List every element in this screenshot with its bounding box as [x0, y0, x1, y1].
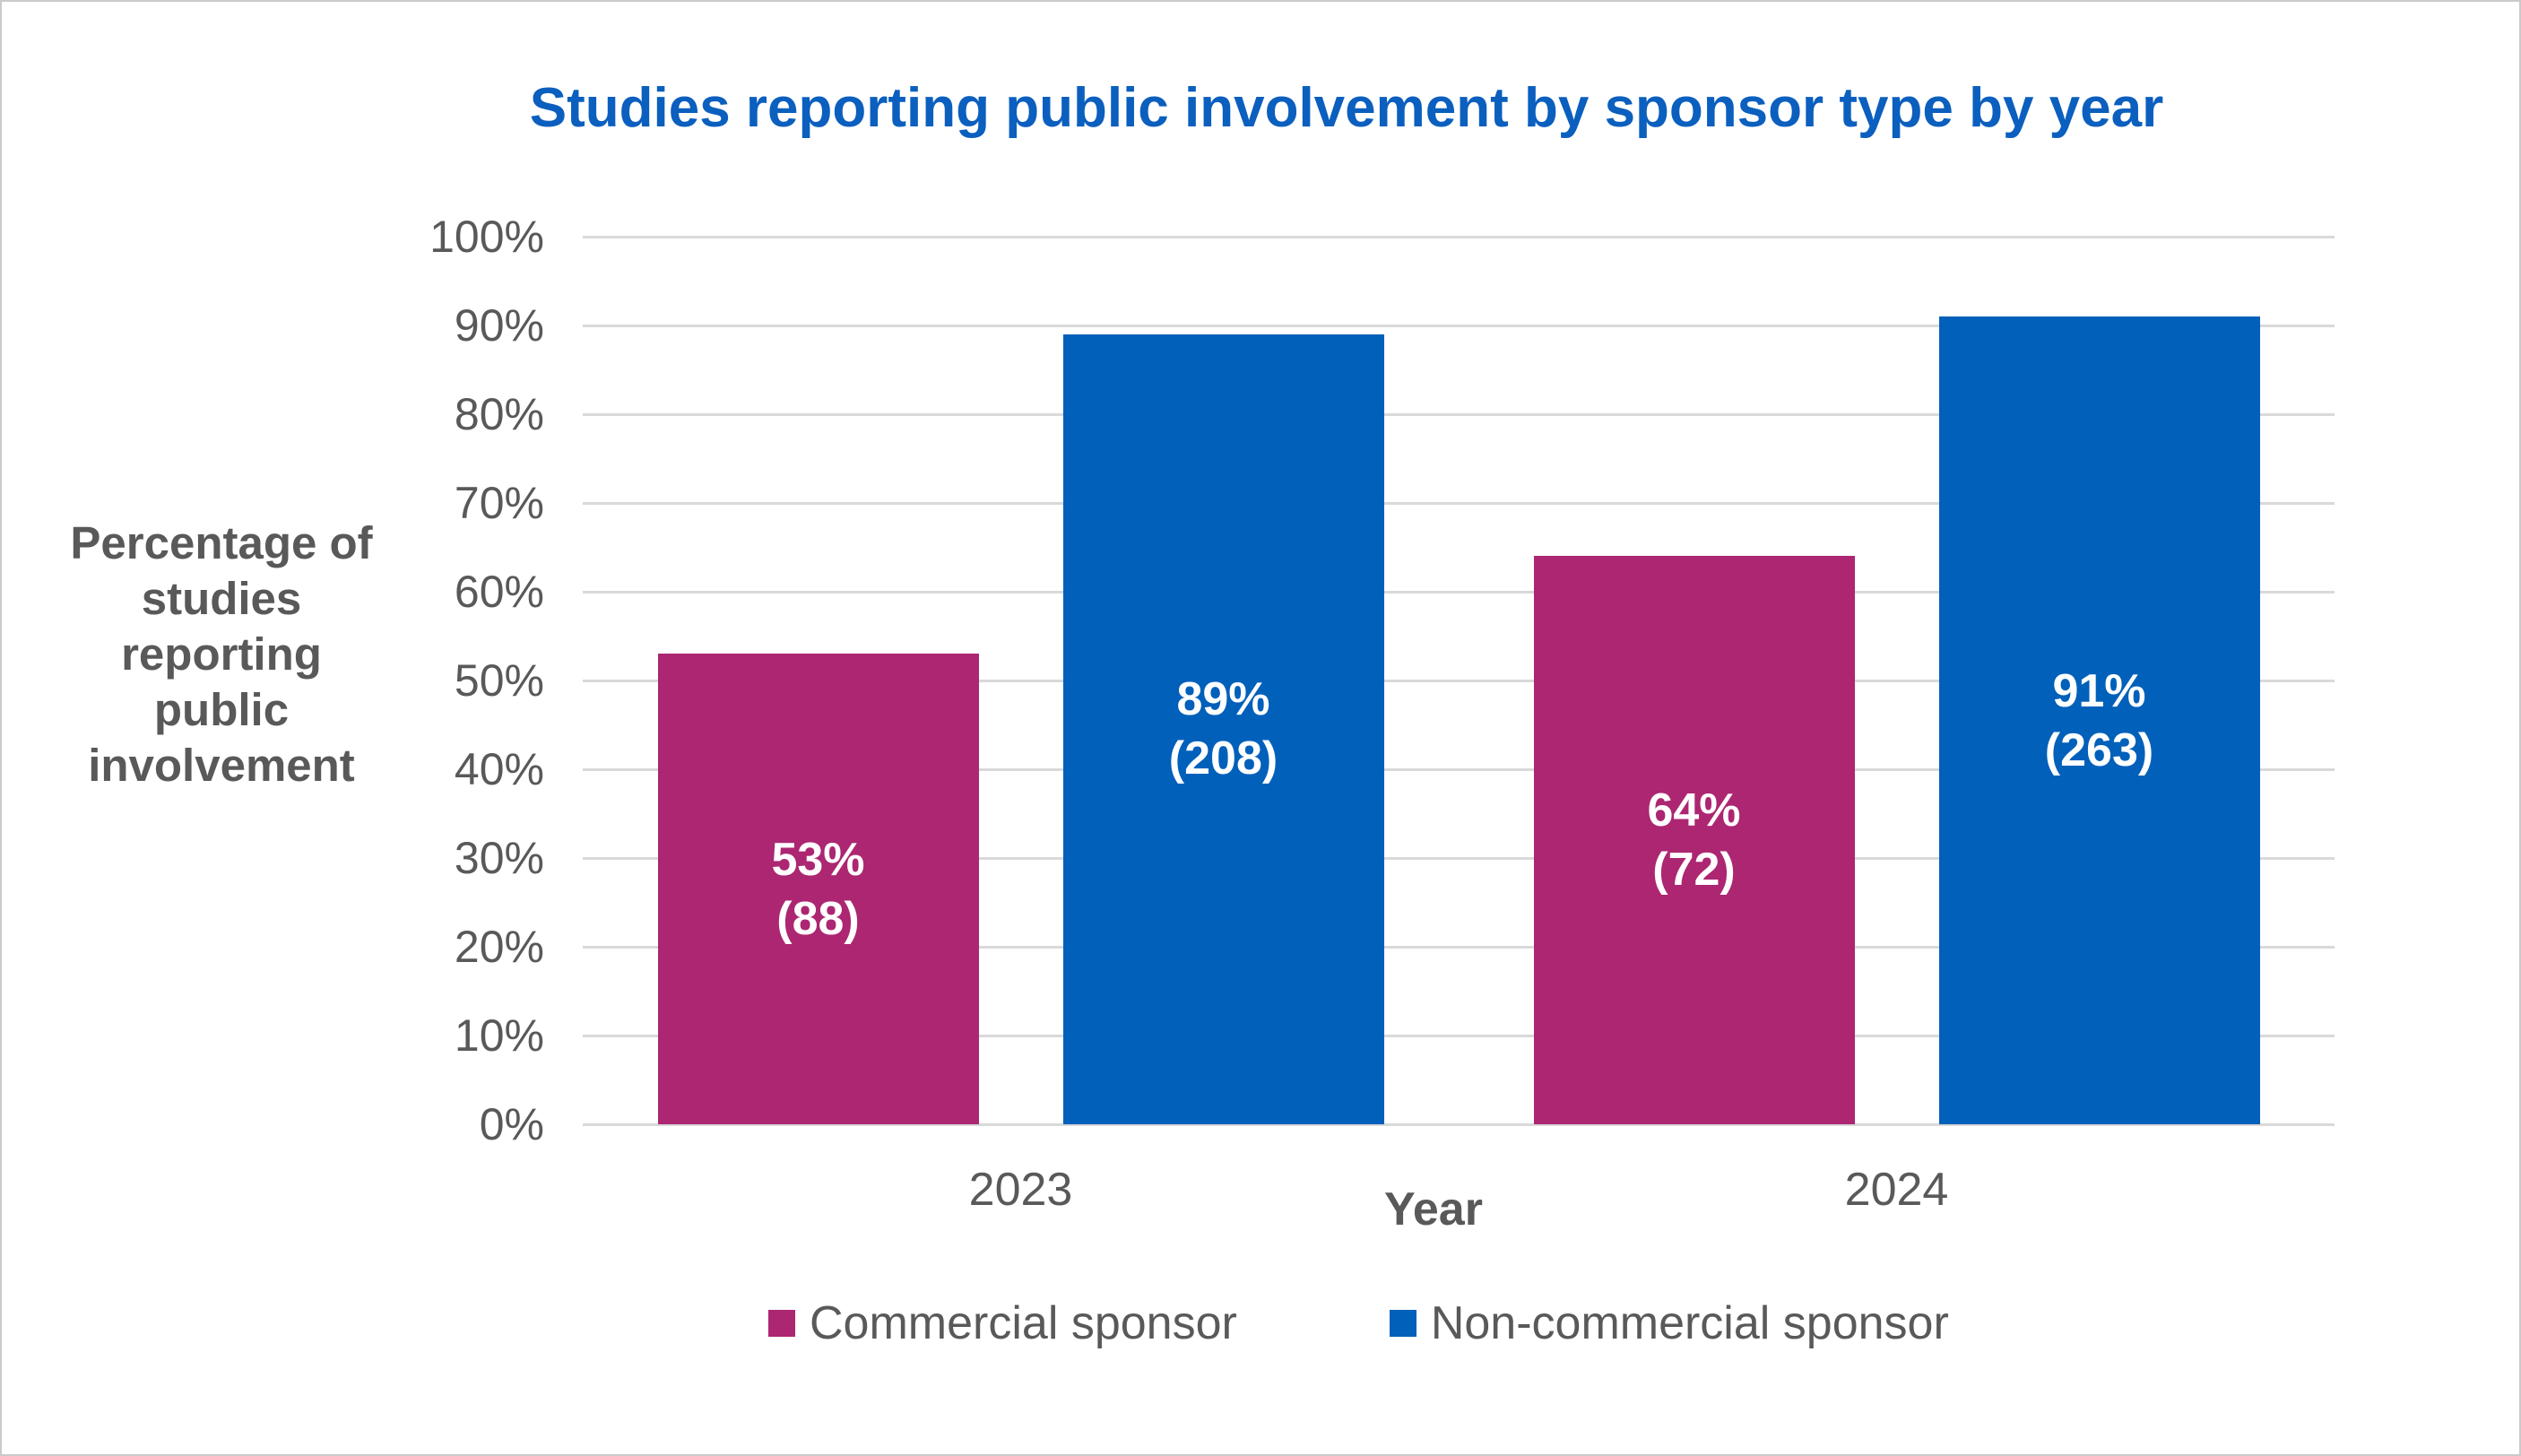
x-axis-title: Year: [1384, 1183, 1483, 1235]
y-tick-label-40%: 40%: [454, 744, 544, 794]
legend-marker-icon: [1389, 1310, 1416, 1337]
gridline-50%: [583, 680, 2335, 682]
y-axis-title: Percentage of studies reporting public i…: [70, 517, 373, 791]
y-tick-label-70%: 70%: [454, 478, 544, 528]
gridline-80%: [583, 413, 2335, 416]
y-tick-label-30%: 30%: [454, 833, 544, 883]
legend: Commercial sponsor Non-commercial sponsor: [768, 1296, 1949, 1350]
bar-data-label: 91% (263): [2044, 664, 2154, 776]
y-tick-label-60%: 60%: [454, 567, 544, 617]
legend-label: Non-commercial sponsor: [1430, 1297, 1949, 1349]
bar-data-label: 89% (208): [1168, 673, 1278, 785]
gridline-0%: [583, 1123, 2335, 1126]
gridline-10%: [583, 1035, 2335, 1037]
y-tick-label-80%: 80%: [454, 389, 544, 439]
bar-data-label: 64% (72): [1647, 784, 1741, 897]
bar-data-label: 53% (88): [771, 833, 865, 945]
gridline-40%: [583, 768, 2335, 771]
gridline-30%: [583, 857, 2335, 860]
bar-2024-non-commercial-sponsor: 91% (263): [1938, 316, 2260, 1124]
bar-2023-non-commercial-sponsor: 89% (208): [1062, 334, 1384, 1124]
y-tick-label-50%: 50%: [454, 655, 544, 706]
y-tick-label-100%: 100%: [429, 212, 544, 262]
bar-2023-commercial-sponsor: 53% (88): [657, 654, 979, 1124]
x-tick-label-2024: 2024: [1844, 1164, 1949, 1216]
gridline-60%: [583, 591, 2335, 594]
legend-marker-icon: [768, 1310, 795, 1337]
chart-title: Studies reporting public involvement by …: [529, 77, 2164, 139]
legend-item-commercial-sponsor: Commercial sponsor: [768, 1296, 1237, 1350]
y-tick-label-10%: 10%: [454, 1010, 544, 1061]
gridline-90%: [583, 325, 2335, 327]
legend-label: Commercial sponsor: [810, 1297, 1237, 1349]
y-tick-label-90%: 90%: [454, 300, 544, 351]
y-tick-label-20%: 20%: [454, 922, 544, 972]
gridline-70%: [583, 502, 2335, 505]
gridline-20%: [583, 946, 2335, 949]
legend-item-non-commercial-sponsor: Non-commercial sponsor: [1389, 1296, 1949, 1350]
bar-2024-commercial-sponsor: 64% (72): [1533, 556, 1855, 1124]
y-tick-label-0%: 0%: [479, 1099, 544, 1149]
gridline-100%: [583, 236, 2335, 238]
x-tick-label-2023: 2023: [968, 1164, 1073, 1216]
